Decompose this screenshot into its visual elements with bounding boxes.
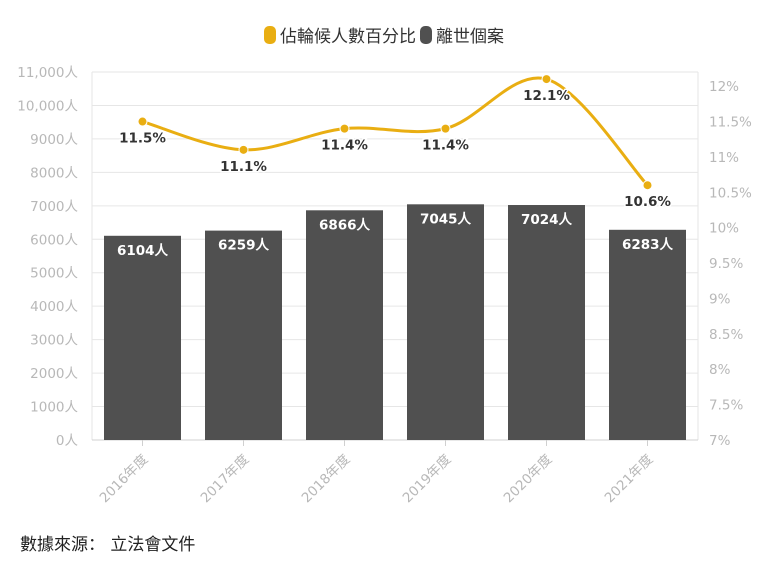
bar-value-label: 6104人 [117,243,169,259]
line-value-label: 11.4% [321,138,368,154]
bar[interactable] [104,235,181,440]
y-left-tick-label: 9000人 [30,132,78,148]
line-value-label: 11.1% [220,159,267,175]
y-left-tick-label: 1000人 [30,400,78,416]
bar-value-label: 6259人 [218,238,270,254]
x-tick-label: 2021年度 [602,452,657,507]
line-value-label: 11.5% [119,131,166,147]
legend-bar-label: 離世個案 [436,27,504,47]
y-left-tick-label: 7000人 [30,199,78,215]
x-tick-label: 2020年度 [501,452,556,507]
y-left-tick-label: 3000人 [30,333,78,349]
line-value-label: 11.4% [422,138,469,154]
y-left-tick-label: 8000人 [30,165,78,181]
bar-value-label: 6866人 [319,217,371,233]
y-left-tick-label: 6000人 [30,232,78,248]
line-value-label: 12.1% [523,88,570,104]
bar-value-label: 7024人 [521,212,573,228]
x-tick-label: 2016年度 [97,452,152,507]
y-right-tick-label: 7.5% [709,398,743,414]
line-point[interactable] [339,123,350,134]
y-right-tick-label: 8% [709,362,731,378]
legend-line-label: 佔輪候人數百分比 [280,27,416,47]
y-right-tick-label: 9% [709,291,731,307]
y-left-tick-label: 5000人 [30,266,78,282]
y-right-tick-label: 11.5% [709,115,752,131]
legend-item-deaths[interactable]: 離世個案 [420,22,504,47]
legend-item-percentage[interactable]: 佔輪候人數百分比 [264,22,416,47]
y-right-tick-label: 8.5% [709,327,743,343]
line-point[interactable] [642,180,653,191]
bar-value-label: 7045人 [420,211,472,227]
legend-bar-swatch [420,25,432,44]
legend: 佔輪候人數百分比 離世個案 [0,22,768,47]
source-note: 數據來源： 立法會文件 [20,535,196,555]
line-point[interactable] [541,74,552,85]
bar-value-label: 6283人 [622,237,674,253]
y-left-tick-label: 11,000人 [17,65,78,81]
bar[interactable] [407,204,484,440]
y-right-tick-label: 10% [709,221,739,237]
bar[interactable] [609,229,686,440]
line-point[interactable] [440,123,451,134]
bar[interactable] [205,230,282,440]
line-point[interactable] [238,144,249,155]
y-left-tick-label: 2000人 [30,366,78,382]
percentage-line [142,76,649,187]
x-tick-label: 2018年度 [299,452,354,507]
line-point[interactable] [137,116,148,127]
y-left-tick-label: 4000人 [30,299,78,315]
y-right-tick-label: 7% [709,433,731,449]
y-right-tick-label: 10.5% [709,185,752,201]
x-tick-label: 2019年度 [400,452,455,507]
y-right-tick-label: 12% [709,79,739,95]
y-right-tick-label: 11% [709,150,739,166]
y-right-tick-label: 9.5% [709,256,743,272]
line-value-label: 10.6% [624,194,671,210]
y-left-tick-label: 0人 [56,433,79,449]
legend-line-swatch [264,25,276,44]
bar[interactable] [306,210,383,440]
bar[interactable] [508,205,585,440]
x-tick-label: 2017年度 [198,452,253,507]
y-left-tick-label: 10,000人 [17,98,78,114]
